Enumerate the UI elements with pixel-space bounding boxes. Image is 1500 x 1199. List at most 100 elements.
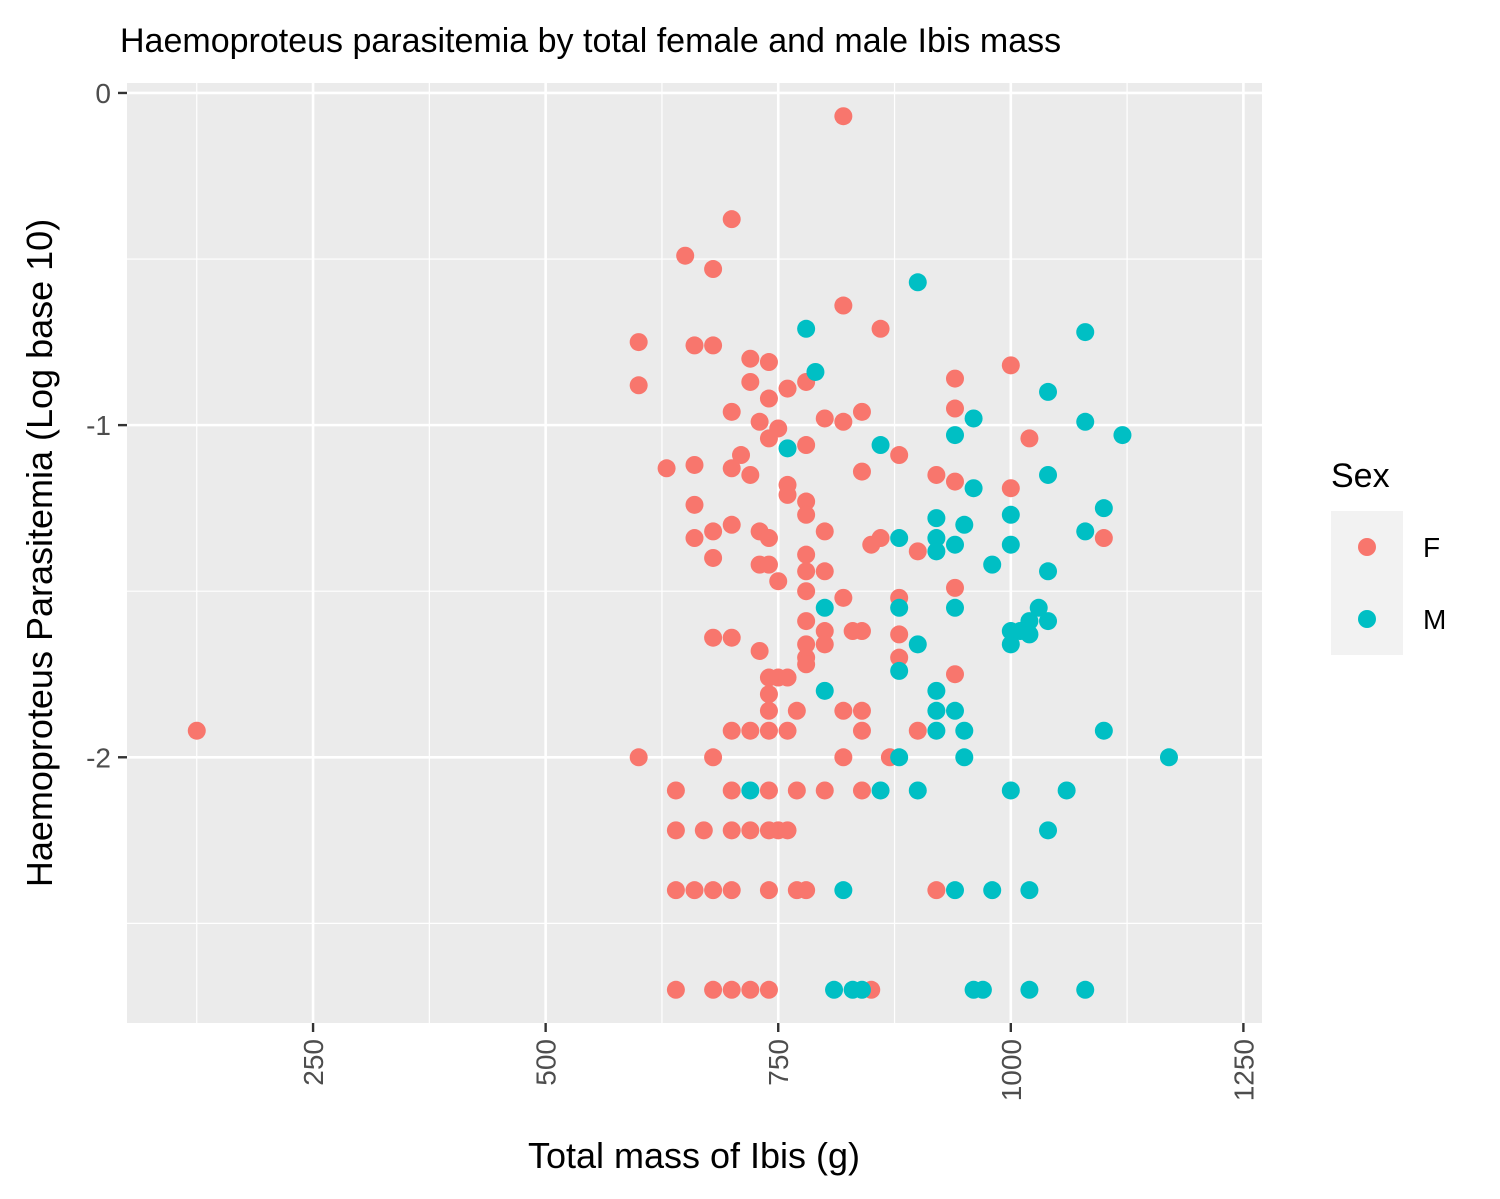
data-point-m (927, 681, 946, 700)
data-point-m (945, 426, 964, 445)
data-point-f (815, 409, 834, 428)
data-point-m (927, 701, 946, 720)
data-point-f (834, 412, 853, 431)
data-point-f (834, 748, 853, 767)
legend-label-f: F (1423, 532, 1440, 563)
y-tick-labels: 0 -1 -2 (86, 78, 111, 773)
data-point-m (927, 542, 946, 561)
data-point-m (1076, 522, 1095, 541)
data-point-m (927, 509, 946, 528)
data-point-m (1001, 781, 1020, 800)
data-point-m (1057, 781, 1076, 800)
data-point-m (1094, 721, 1113, 740)
data-point-f (722, 821, 741, 840)
data-point-f (759, 881, 778, 900)
data-point-f (704, 628, 723, 647)
data-point-f (852, 462, 871, 481)
data-point-m (890, 598, 909, 617)
data-point-f (834, 588, 853, 607)
x-tick-label: 750 (763, 1039, 794, 1086)
data-point-m (1001, 535, 1020, 554)
data-point-f (666, 781, 685, 800)
data-point-f (722, 210, 741, 229)
data-point-f (750, 412, 769, 431)
data-point-f (797, 436, 816, 455)
data-point-f (797, 582, 816, 601)
data-point-f (704, 748, 723, 767)
data-point-f (797, 635, 816, 654)
data-point-f (759, 389, 778, 408)
data-point-f (685, 529, 704, 548)
axis-ticks (118, 91, 1245, 1032)
data-point-f (787, 781, 806, 800)
data-point-f (722, 628, 741, 647)
data-point-f (1001, 479, 1020, 498)
data-point-f (741, 465, 760, 484)
data-point-f (945, 578, 964, 597)
data-point-f (704, 336, 723, 355)
data-point-f (927, 465, 946, 484)
data-point-f (685, 495, 704, 514)
data-point-m (908, 781, 927, 800)
data-point-f (704, 881, 723, 900)
data-point-f (759, 701, 778, 720)
data-point-f (945, 665, 964, 684)
data-point-f (890, 625, 909, 644)
data-point-m (871, 781, 890, 800)
x-tick-labels: 250 500 750 1000 1250 (298, 1039, 1259, 1101)
data-point-f (187, 721, 206, 740)
data-point-m (806, 362, 825, 381)
data-point-f (945, 369, 964, 388)
data-point-f (797, 492, 816, 511)
data-point-f (1020, 429, 1039, 448)
data-point-f (871, 529, 890, 548)
data-point-f (741, 980, 760, 999)
data-point-f (797, 562, 816, 581)
data-point-f (722, 721, 741, 740)
legend-title: Sex (1331, 457, 1390, 495)
data-point-f (778, 668, 797, 687)
data-point-f (759, 555, 778, 574)
data-point-m (983, 555, 1002, 574)
data-point-m (890, 529, 909, 548)
major-grid (127, 83, 1262, 1023)
data-point-f (908, 542, 927, 561)
data-point-f (890, 446, 909, 465)
data-point-m (983, 881, 1002, 900)
legend-label-m: M (1423, 604, 1446, 635)
data-point-m (927, 721, 946, 740)
data-point-f (815, 522, 834, 541)
data-point-f (815, 781, 834, 800)
data-point-f (666, 980, 685, 999)
data-point-f (704, 980, 723, 999)
data-point-m (741, 781, 760, 800)
data-point-m (890, 661, 909, 680)
data-point-f (769, 419, 788, 438)
y-tick-label: -1 (86, 410, 111, 441)
data-point-f (778, 721, 797, 740)
data-point-f (1001, 356, 1020, 375)
data-point-f (759, 980, 778, 999)
data-point-f (741, 349, 760, 368)
data-point-f (852, 781, 871, 800)
data-point-f (890, 648, 909, 667)
data-point-f (927, 881, 946, 900)
data-point-m (1001, 635, 1020, 654)
data-point-m (1039, 612, 1058, 631)
data-point-f (815, 622, 834, 641)
data-point-m (1020, 625, 1039, 644)
data-point-f (815, 562, 834, 581)
data-point-m (1159, 748, 1178, 767)
x-tick-label: 1250 (1228, 1039, 1259, 1101)
data-point-f (759, 685, 778, 704)
data-point-f (666, 881, 685, 900)
data-point-f (759, 781, 778, 800)
data-point-m (1076, 323, 1095, 342)
data-point-m (1076, 980, 1095, 999)
legend: Sex F M (1331, 457, 1446, 655)
data-point-m (973, 980, 992, 999)
data-point-f (797, 612, 816, 631)
legend-key-m (1358, 610, 1376, 628)
data-point-m (1039, 465, 1058, 484)
data-point-m (852, 980, 871, 999)
